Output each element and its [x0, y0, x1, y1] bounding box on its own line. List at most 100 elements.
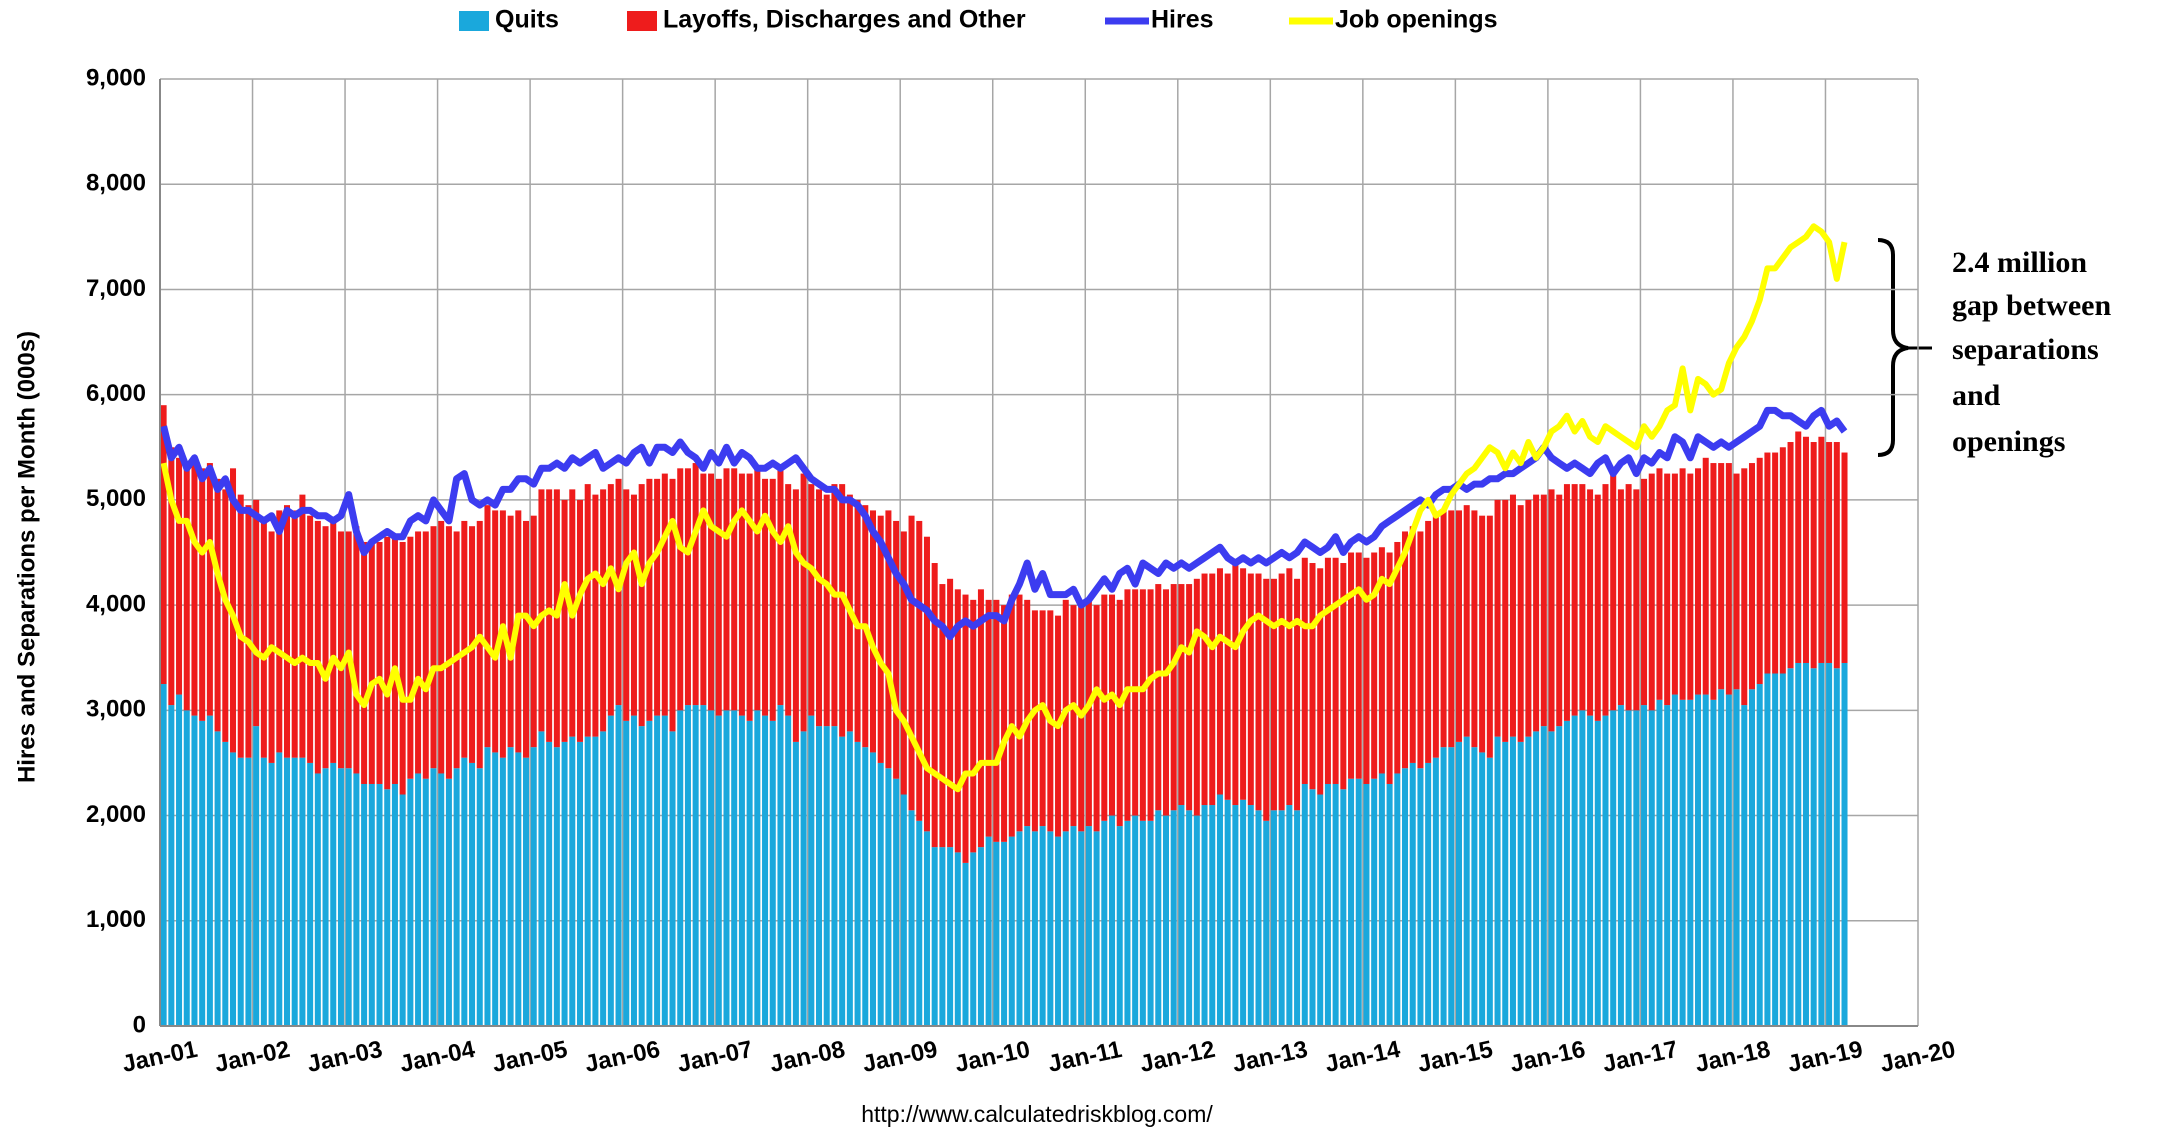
bar — [970, 599, 977, 853]
bar — [1802, 436, 1809, 663]
bar — [792, 489, 799, 742]
bar — [353, 526, 360, 774]
bar — [176, 457, 183, 695]
legend-swatch — [627, 11, 657, 31]
bar — [576, 741, 583, 1026]
bar — [1741, 705, 1748, 1026]
bar — [322, 768, 329, 1026]
bar — [954, 852, 961, 1026]
bar — [785, 715, 792, 1026]
bar — [1402, 768, 1409, 1026]
bar — [399, 794, 406, 1026]
bar — [877, 515, 884, 763]
bar — [407, 778, 414, 1026]
bar — [1795, 662, 1802, 1026]
bar — [376, 783, 383, 1026]
bar — [1695, 468, 1702, 695]
bar — [461, 757, 468, 1026]
bar — [1425, 762, 1432, 1026]
bar — [638, 484, 645, 727]
bar — [283, 757, 290, 1026]
bar — [507, 747, 514, 1026]
bar — [237, 494, 244, 758]
bar — [1833, 442, 1840, 669]
bar — [1502, 741, 1509, 1026]
bar — [168, 705, 175, 1026]
bar — [1055, 836, 1062, 1026]
bar — [384, 789, 391, 1026]
bar — [260, 757, 267, 1026]
bar — [1363, 557, 1370, 784]
bar — [1124, 820, 1131, 1026]
bar — [1772, 452, 1779, 674]
bar — [738, 715, 745, 1026]
bar — [1132, 815, 1139, 1026]
bar — [661, 715, 668, 1026]
bar — [1162, 815, 1169, 1026]
bar — [985, 599, 992, 837]
y-tick-label: 3,000 — [86, 696, 146, 723]
bar — [1355, 778, 1362, 1026]
bar — [314, 773, 321, 1026]
bar — [816, 726, 823, 1026]
bar — [337, 768, 344, 1026]
bar — [422, 531, 429, 779]
bar — [1818, 436, 1825, 663]
bar — [168, 447, 175, 706]
bar — [1024, 826, 1031, 1026]
bar — [1617, 705, 1624, 1026]
bar — [1255, 573, 1262, 811]
y-tick-label: 1,000 — [86, 906, 146, 933]
legend-label: Job openings — [1335, 6, 1498, 34]
bar — [276, 752, 283, 1026]
bar — [1494, 736, 1501, 1026]
bar — [708, 710, 715, 1026]
bar — [1417, 531, 1424, 769]
bar — [777, 705, 784, 1026]
bar — [993, 841, 1000, 1026]
bar — [708, 473, 715, 711]
bar — [885, 768, 892, 1026]
bar — [600, 489, 607, 732]
bar — [453, 531, 460, 769]
bar — [1664, 705, 1671, 1026]
bar — [1301, 783, 1308, 1026]
y-tick-label: 5,000 — [86, 485, 146, 512]
bar — [1587, 715, 1594, 1026]
bar — [230, 752, 237, 1026]
bar — [769, 478, 776, 721]
bar — [1363, 783, 1370, 1026]
bar — [854, 741, 861, 1026]
bar — [885, 510, 892, 769]
bar — [738, 473, 745, 716]
bar — [183, 468, 190, 711]
bar — [931, 847, 938, 1026]
bar — [1031, 610, 1038, 832]
bar — [947, 847, 954, 1026]
bar — [1101, 594, 1108, 821]
bar — [862, 747, 869, 1026]
y-tick-label: 7,000 — [86, 275, 146, 302]
bar — [245, 757, 252, 1026]
bar — [484, 505, 491, 748]
bar — [206, 463, 213, 716]
bar — [1833, 668, 1840, 1026]
bar — [962, 594, 969, 863]
bar — [1039, 826, 1046, 1026]
bar — [461, 520, 468, 758]
bar — [777, 468, 784, 706]
bar — [584, 484, 591, 737]
bar — [1764, 673, 1771, 1026]
bar — [268, 762, 275, 1026]
bar — [1455, 510, 1462, 742]
bar — [1702, 457, 1709, 695]
bar — [1525, 736, 1532, 1026]
bar — [569, 736, 576, 1026]
bar — [1186, 810, 1193, 1026]
bar — [1178, 584, 1185, 806]
bar — [1787, 668, 1794, 1026]
bar — [299, 494, 306, 758]
bar — [1602, 715, 1609, 1026]
bar — [623, 720, 630, 1026]
bar — [1710, 463, 1717, 700]
